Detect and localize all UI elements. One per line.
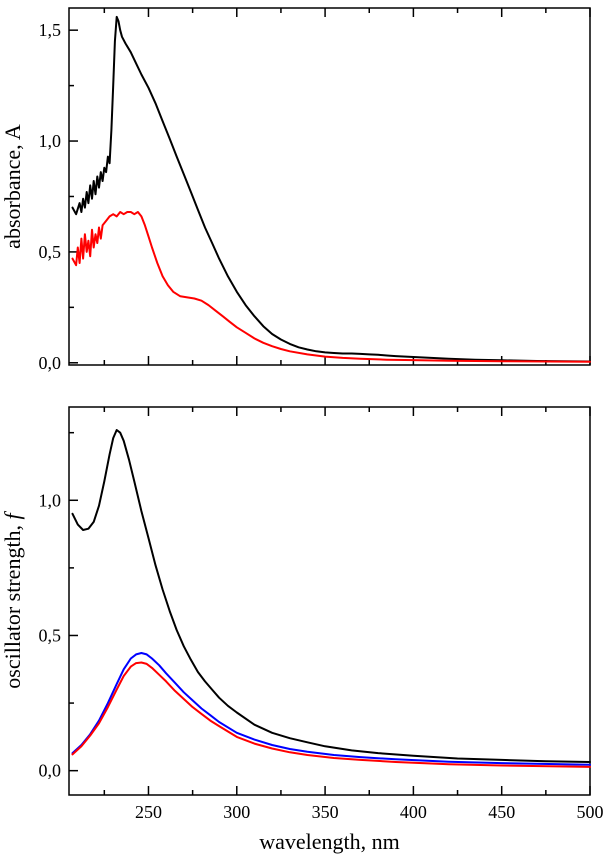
- y-tick-label: 0,0: [39, 761, 62, 781]
- curve-absorbance-black: [71, 15, 591, 363]
- y-tick-label: 0,5: [39, 242, 62, 262]
- x-tick-label: 500: [577, 802, 604, 822]
- x-tick-label: 450: [488, 802, 515, 822]
- y-tick-label: 1,5: [39, 20, 62, 40]
- panel-2: 250 300 350 400 450 500 0,0 0,5 1,0 oscillator st…: [0, 406, 604, 854]
- curve-oscillator-red: [71, 661, 591, 768]
- y-tick-label: 0,5: [39, 625, 62, 645]
- plot-frame: [68, 7, 591, 366]
- plot-frame: [68, 406, 591, 796]
- y-axis-label: absorbance, A: [0, 124, 25, 249]
- panel-1: 0,0 0,5 1,0 1,5 absorbance, A: [0, 7, 591, 373]
- y-tick-label: 1,0: [39, 131, 62, 151]
- y-axis-label: oscillator strength, f: [0, 510, 25, 688]
- x-tick-label: 400: [400, 802, 427, 822]
- x-tick-label: 300: [223, 802, 250, 822]
- y-tick-label: 0,0: [39, 353, 62, 373]
- y-tick-label: 1,0: [39, 490, 62, 510]
- x-axis-label: wavelength, nm: [259, 829, 400, 854]
- curve-oscillator-blue: [71, 652, 591, 766]
- x-tick-label: 250: [135, 802, 162, 822]
- curve-oscillator-black: [71, 429, 591, 763]
- curve-absorbance-red: [71, 211, 591, 363]
- x-tick-label: 350: [312, 802, 339, 822]
